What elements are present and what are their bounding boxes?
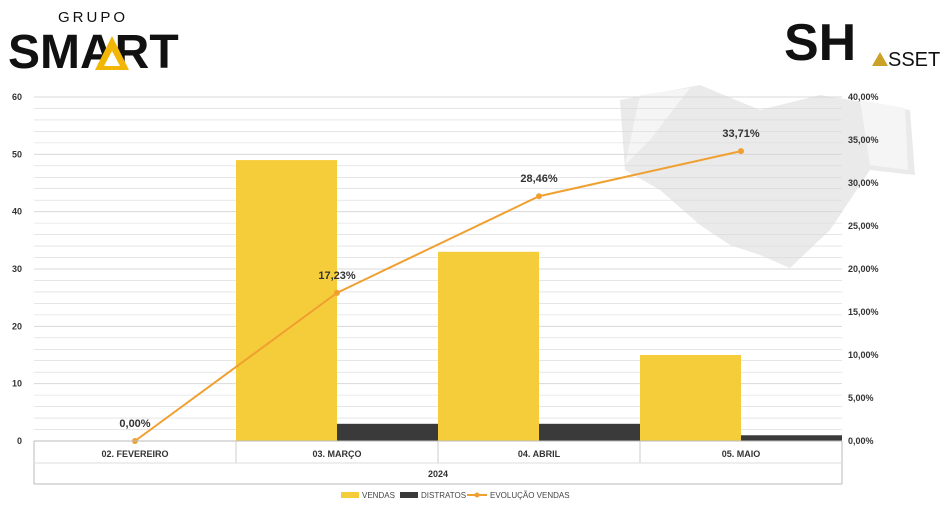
y2-tick-label: 20,00% (848, 264, 879, 274)
data-label-evolucao: 17,23% (318, 270, 356, 282)
handshake-watermark-icon (620, 85, 915, 268)
y-tick-label: 60 (12, 92, 22, 102)
x-tick-label: 03. MARÇO (312, 449, 361, 459)
legend-label-evolucao: EVOLUÇÃO VENDAS (490, 491, 570, 500)
legend-swatch-vendas (341, 492, 359, 498)
y2-tick-label: 15,00% (848, 307, 879, 317)
y2-tick-label: 0,00% (848, 436, 874, 446)
point-evolucao-vendas (536, 193, 542, 200)
legend-marker-evolucao (474, 492, 480, 498)
grupo-smart-logo: GRUPO SMART (8, 9, 179, 76)
bar-distratos (539, 423, 640, 441)
point-evolucao-vendas (738, 148, 744, 155)
y-tick-label: 0 (17, 436, 22, 446)
logo-sh-text: SH (784, 14, 856, 70)
x-tick-label: 02. FEVEREIRO (101, 449, 168, 459)
y2-tick-label: 5,00% (848, 393, 874, 403)
data-label-evolucao: 0,00% (119, 418, 150, 430)
sh-asset-logo: SH SSET (784, 14, 940, 70)
y2-tick-label: 10,00% (848, 350, 879, 360)
data-label-evolucao: 33,71% (722, 128, 760, 140)
logo-grupo-text: GRUPO (58, 9, 128, 26)
y-tick-label: 30 (12, 264, 22, 274)
y2-tick-label: 30,00% (848, 178, 879, 188)
y2-tick-label: 25,00% (848, 221, 879, 231)
y-tick-label: 20 (12, 321, 22, 331)
y-tick-label: 50 (12, 149, 22, 159)
y-tick-label: 10 (12, 379, 22, 389)
y2-tick-label: 40,00% (848, 92, 879, 102)
y-tick-label: 40 (12, 207, 22, 217)
bar-vendas (236, 160, 337, 442)
legend-swatch-distratos (400, 492, 418, 498)
x-tick-label: 04. ABRIL (518, 449, 561, 459)
data-label-evolucao: 28,46% (520, 173, 558, 185)
y2-tick-label: 35,00% (848, 135, 879, 145)
bar-distratos (741, 435, 842, 441)
line-evolucao-vendas (134, 150, 742, 442)
logo-asset-text: SSET (888, 49, 940, 70)
bar-distratos (337, 423, 438, 441)
logo-smart-text: SMART (8, 26, 179, 76)
legend-label-vendas: VENDAS (362, 491, 395, 500)
x-tick-label: 05. MAIO (722, 449, 761, 459)
point-evolucao-vendas (334, 289, 340, 296)
x-axis-label: 2024 (428, 469, 448, 479)
logo-asset-triangle-icon (872, 52, 888, 66)
legend-label-distratos: DISTRATOS (421, 491, 466, 500)
bar-vendas (640, 355, 741, 441)
bar-vendas (438, 251, 539, 441)
